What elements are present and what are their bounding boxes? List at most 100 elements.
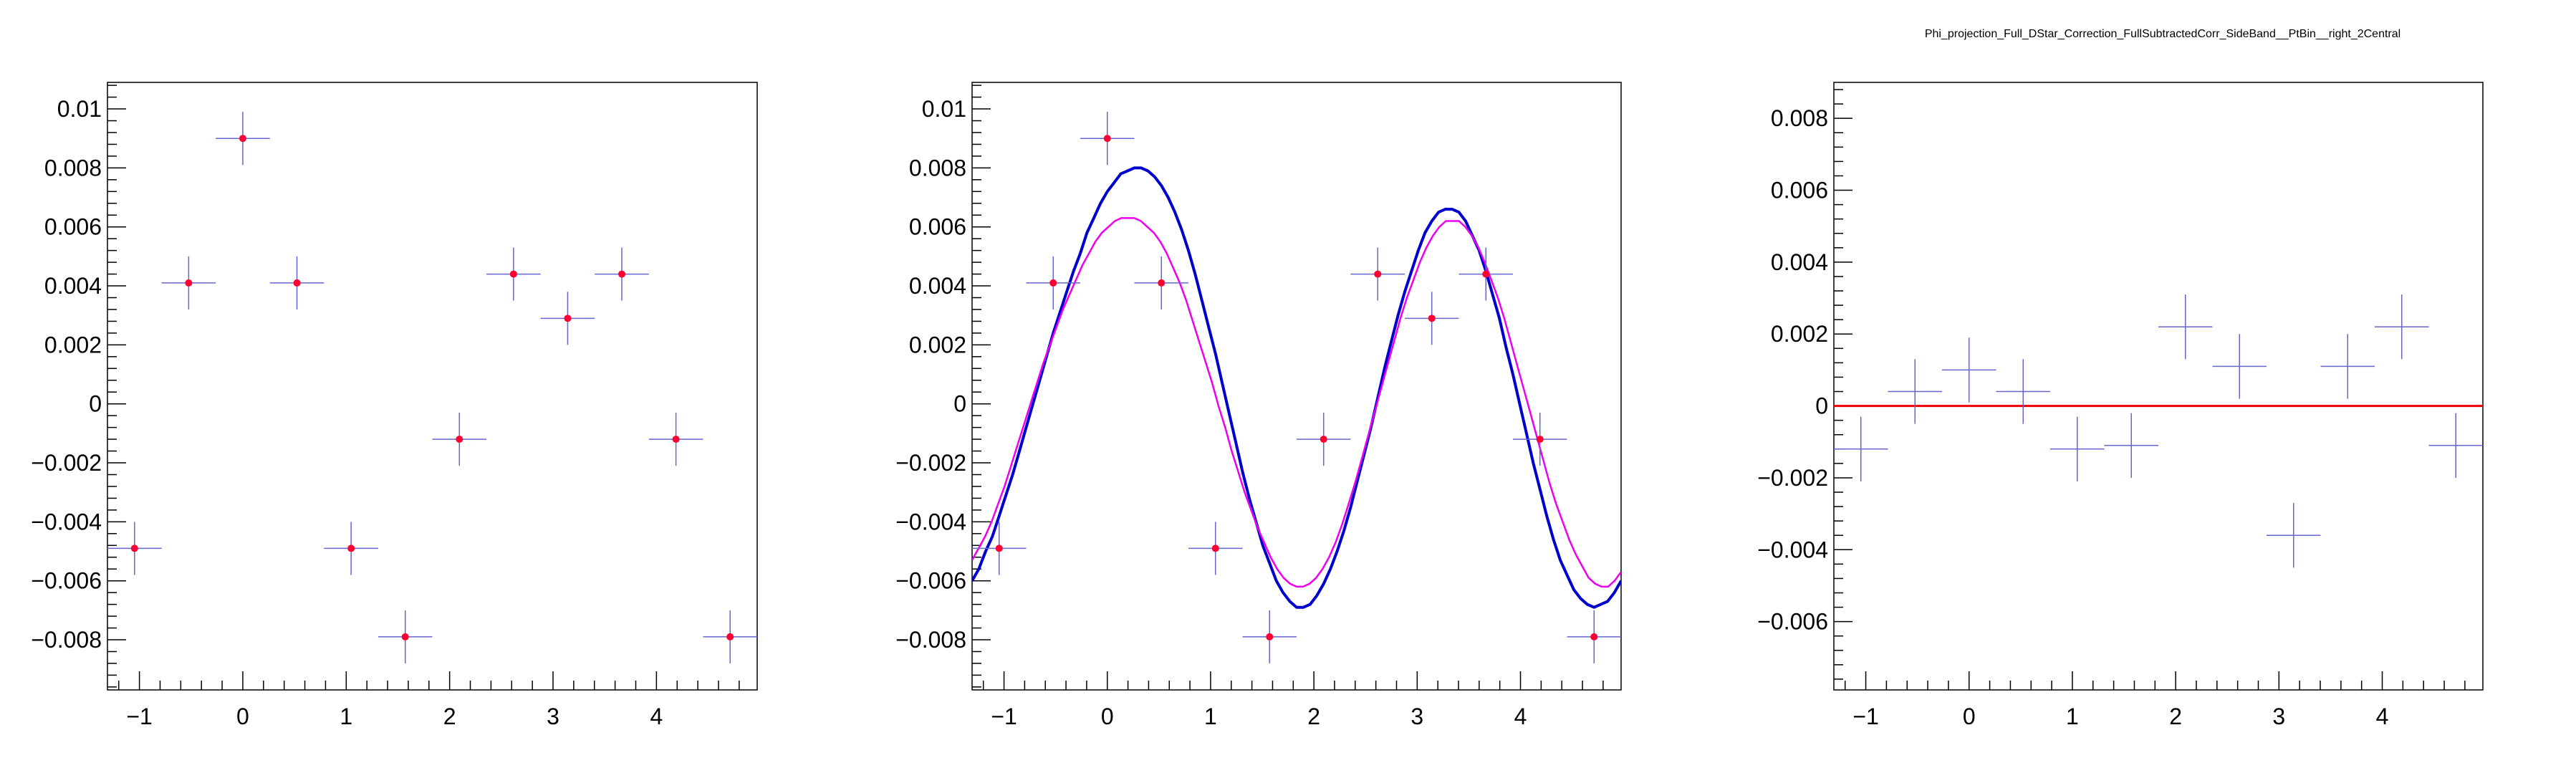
y-tick-label: 0.006 xyxy=(1771,178,1828,203)
fit-curve-blue xyxy=(972,166,1621,609)
data-point xyxy=(107,522,162,575)
data-point xyxy=(486,247,541,301)
data-marker xyxy=(1428,315,1436,322)
data-marker xyxy=(1211,544,1219,552)
x-tick-label: 1 xyxy=(340,704,352,729)
y-tick-label: −0.008 xyxy=(895,627,966,653)
data-point xyxy=(972,522,1027,575)
data-marker xyxy=(1536,436,1544,443)
y-tick-label: 0.008 xyxy=(1771,105,1828,131)
y-tick-label: 0.002 xyxy=(909,332,966,357)
y-tick-label: 0.008 xyxy=(909,155,966,181)
data-point xyxy=(1567,610,1621,663)
x-tick-label: 3 xyxy=(1410,704,1423,729)
data-point xyxy=(703,610,757,663)
y-tick-label: −0.006 xyxy=(31,568,102,594)
data-point xyxy=(161,256,216,309)
plot-area xyxy=(107,112,757,663)
data-point xyxy=(2050,416,2105,481)
x-tick-label: 3 xyxy=(547,704,559,729)
data-point xyxy=(2375,294,2429,360)
data-marker xyxy=(618,270,626,278)
data-point xyxy=(2212,334,2267,399)
y-tick-label: −0.004 xyxy=(1757,537,1828,562)
data-marker xyxy=(1103,135,1111,143)
data-point xyxy=(269,256,325,309)
fit-curve-magenta xyxy=(972,217,1621,588)
x-tick-label: 2 xyxy=(1307,704,1320,729)
data-marker xyxy=(995,544,1003,552)
data-marker xyxy=(1590,633,1598,640)
y-tick-label: 0.01 xyxy=(57,96,102,122)
y-tick-label: 0.008 xyxy=(44,155,102,181)
x-tick-label: 4 xyxy=(2376,704,2389,729)
data-point xyxy=(1026,256,1080,309)
plot-area xyxy=(1834,294,2483,568)
data-point xyxy=(1888,359,1942,424)
data-marker xyxy=(1049,279,1057,287)
x-tick-label: 1 xyxy=(1204,704,1217,729)
y-tick-label: −0.004 xyxy=(895,509,966,534)
data-marker xyxy=(672,436,680,443)
data-marker xyxy=(1374,270,1382,278)
data-point xyxy=(2267,503,2321,568)
data-point xyxy=(648,413,703,466)
x-tick-label: −1 xyxy=(126,704,152,729)
data-point xyxy=(2320,334,2375,399)
x-tick-label: 3 xyxy=(2272,704,2285,729)
data-point xyxy=(540,292,595,345)
y-tick-label: 0 xyxy=(953,391,966,417)
y-tick-label: 0.004 xyxy=(909,273,966,299)
data-marker xyxy=(1266,633,1274,640)
y-tick-label: 0.01 xyxy=(922,96,966,122)
data-point xyxy=(1188,522,1243,575)
data-point xyxy=(1297,413,1351,466)
y-tick-label: 0 xyxy=(89,391,102,417)
data-marker xyxy=(401,633,409,640)
data-point xyxy=(378,610,433,663)
chart-panel-left: −1 0 1 2 3 4 −0.008 −0.006 −0.004 −0.002 0 0.002 0.0… xyxy=(31,82,758,729)
data-point xyxy=(216,112,270,165)
data-point xyxy=(2428,413,2483,478)
y-tick-label: 0.002 xyxy=(1771,321,1828,347)
data-point xyxy=(1942,337,1996,403)
data-marker xyxy=(347,544,355,552)
chart-panel-middle: −1 0 1 2 3 4 −0.008 −0.006 −0.004 −0.002 0 0.002 0.0… xyxy=(895,82,1622,729)
chart-title: Phi_projection_Full_DStar_Correction_Ful… xyxy=(1925,28,2400,40)
data-marker xyxy=(239,135,246,143)
x-tick-label: 0 xyxy=(1963,704,1976,729)
data-marker xyxy=(293,279,301,287)
data-marker xyxy=(1320,436,1327,443)
y-tick-label: 0.006 xyxy=(909,214,966,240)
data-marker xyxy=(1158,279,1166,287)
y-tick-label: 0.002 xyxy=(44,332,102,357)
data-marker xyxy=(726,633,734,640)
plot-frame xyxy=(971,82,1622,691)
data-marker xyxy=(130,544,138,552)
chart-panel-right: Phi_projection_Full_DStar_Correction_Ful… xyxy=(1757,28,2484,729)
data-marker xyxy=(456,436,463,443)
data-marker xyxy=(564,315,572,322)
data-point xyxy=(1834,416,1888,481)
data-point xyxy=(595,247,649,301)
data-point xyxy=(1513,413,1567,466)
data-point xyxy=(1458,247,1513,301)
y-tick-label: −0.002 xyxy=(1757,465,1828,491)
y-tick-label: −0.002 xyxy=(31,450,102,476)
x-tick-label: −1 xyxy=(1852,704,1878,729)
plot-frame xyxy=(107,82,758,691)
y-tick-label: −0.004 xyxy=(31,509,102,534)
data-point xyxy=(432,413,487,466)
y-tick-label: −0.006 xyxy=(895,568,966,594)
plot-frame xyxy=(1833,82,2484,691)
data-point xyxy=(1242,610,1297,663)
y-tick-label: −0.006 xyxy=(1757,609,1828,635)
plot-area xyxy=(972,112,1621,663)
data-point xyxy=(1350,247,1405,301)
y-tick-label: 0.006 xyxy=(44,214,102,240)
data-marker xyxy=(185,279,193,287)
data-point xyxy=(324,522,378,575)
data-point xyxy=(1996,359,2050,424)
y-tick-label: 0 xyxy=(1815,393,1828,419)
